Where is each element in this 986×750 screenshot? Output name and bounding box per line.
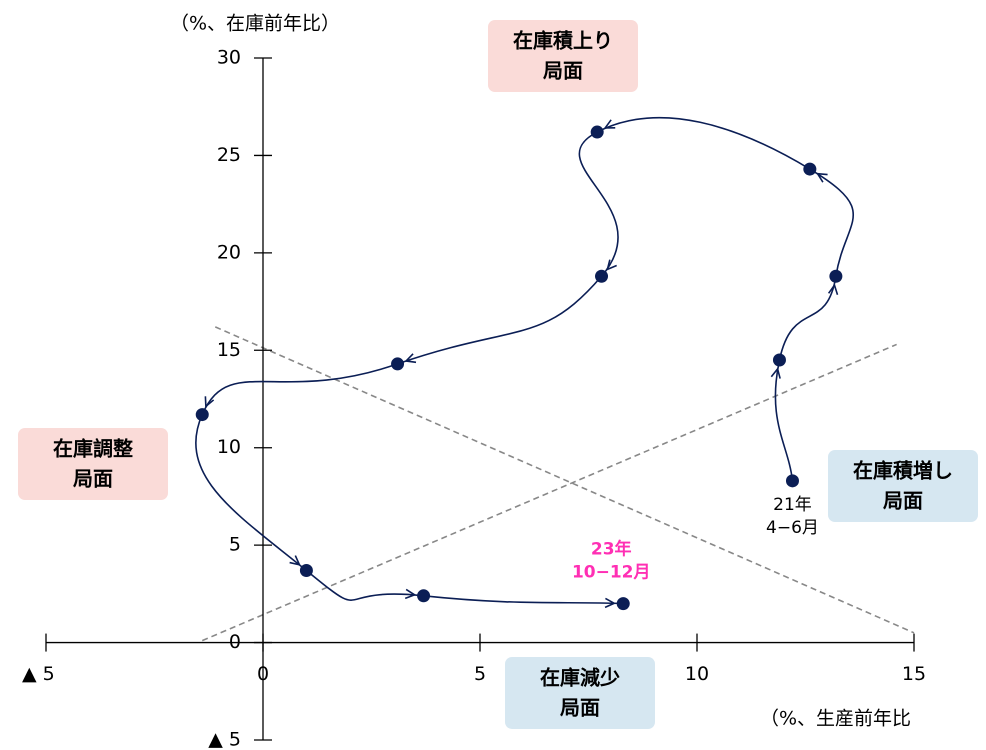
phase-box xyxy=(488,20,638,92)
phase-box xyxy=(18,428,168,500)
phase-label: 在庫調整 xyxy=(53,437,133,461)
phase-label: 局面 xyxy=(542,59,583,83)
reference-line xyxy=(201,343,897,642)
arrow-head xyxy=(603,119,616,129)
y-tick-label: 15 xyxy=(217,339,241,361)
data-point xyxy=(785,474,799,488)
data-point xyxy=(195,408,209,422)
phase-label: 在庫積上り xyxy=(513,29,613,53)
y-tick-label: 5 xyxy=(229,534,241,556)
arrow-head xyxy=(404,353,417,364)
y-tick-label: 0 xyxy=(229,631,241,653)
data-point xyxy=(829,269,843,283)
y-axis-label: （%、在庫前年比） xyxy=(170,13,340,35)
y-tick-label: 25 xyxy=(217,144,241,166)
data-point xyxy=(595,269,609,283)
x-tick-label: 15 xyxy=(902,663,926,685)
x-tick-label: 0 xyxy=(257,663,269,685)
phase-label: 局面 xyxy=(72,467,113,491)
data-point xyxy=(803,162,817,176)
phase-label: 局面 xyxy=(882,489,923,513)
arrow-head xyxy=(289,555,301,566)
y-tick-label: 10 xyxy=(217,436,241,458)
phase-label: 在庫減少 xyxy=(540,666,620,690)
data-point xyxy=(391,357,405,371)
data-point xyxy=(417,589,431,603)
phase-label: 局面 xyxy=(559,696,600,720)
x-tick-label: ▲ 5 xyxy=(22,663,55,685)
data-point xyxy=(299,563,313,577)
point-label: 10−12月 xyxy=(572,563,651,583)
phase-box xyxy=(505,657,655,729)
arrow-head xyxy=(816,172,828,183)
y-tick-label: 20 xyxy=(217,241,241,263)
data-point xyxy=(590,125,604,139)
x-axis-label: （%、生産前年比 xyxy=(760,708,911,730)
arrow-head xyxy=(404,588,417,600)
phase-box xyxy=(828,450,978,522)
point-label: 23年 xyxy=(591,539,632,560)
curve xyxy=(195,116,854,605)
point-label: 4−6月 xyxy=(766,518,819,538)
y-tick-label: ▲ 5 xyxy=(208,729,241,750)
arrow-head xyxy=(827,283,839,295)
x-tick-label: 5 xyxy=(474,663,486,685)
phase-label: 在庫積増し xyxy=(853,459,953,483)
data-point xyxy=(616,597,630,611)
data-point xyxy=(772,353,786,367)
x-tick-label: 10 xyxy=(685,663,709,685)
arrow-head xyxy=(604,597,617,609)
arrow-head xyxy=(770,367,781,379)
arrow-head xyxy=(204,396,215,408)
reference-line xyxy=(214,326,915,634)
point-label: 21年 xyxy=(773,495,812,515)
arrow-head xyxy=(606,259,617,271)
y-tick-label: 30 xyxy=(217,47,241,69)
